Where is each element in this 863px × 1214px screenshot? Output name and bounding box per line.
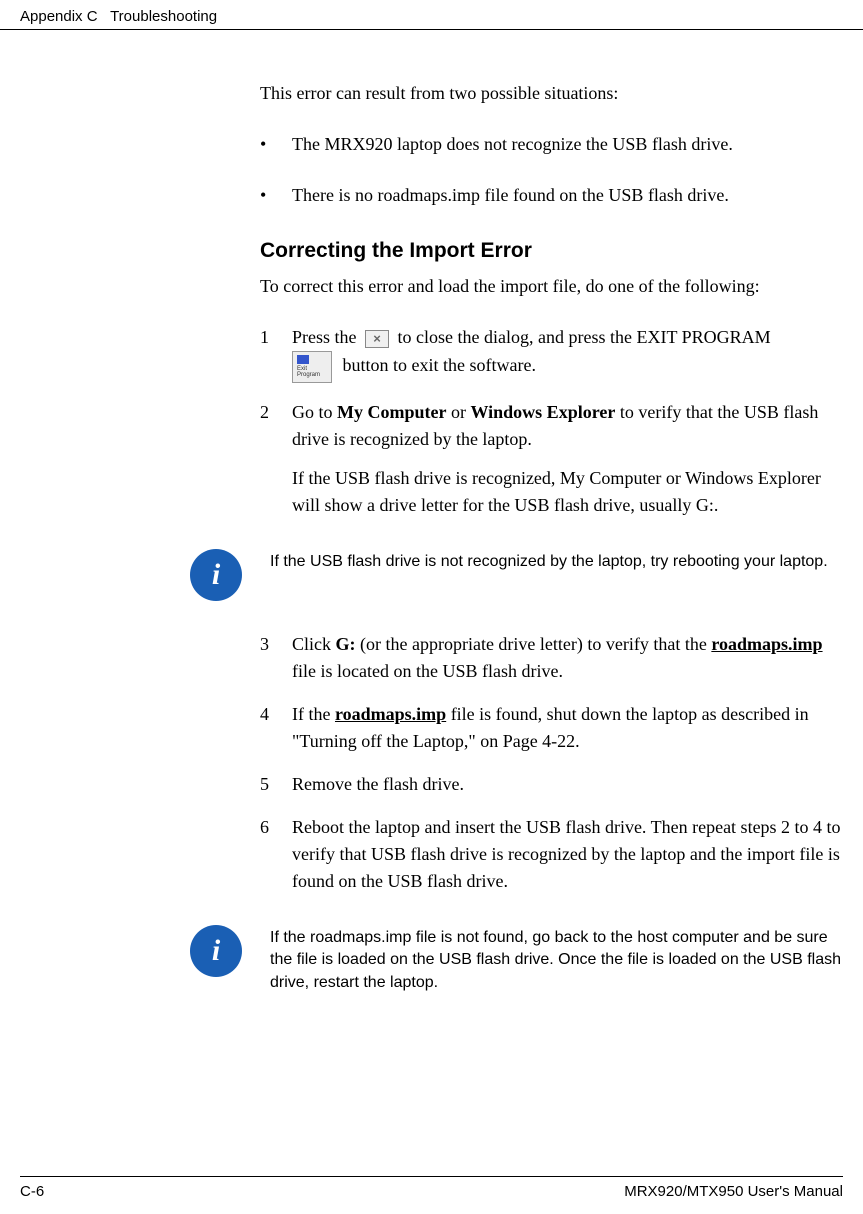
list-item: 2 Go to My Computer or Windows Explorer … (260, 399, 843, 519)
list-item: 5 Remove the flash drive. (260, 771, 843, 798)
bullet-text: The MRX920 laptop does not recognize the… (292, 131, 733, 158)
chapter-title: Troubleshooting (110, 8, 217, 25)
steps-list: 1 Press the × to close the dialog, and p… (260, 324, 843, 519)
bold-text: Windows Explorer (470, 402, 615, 422)
intro-paragraph: This error can result from two possible … (260, 80, 843, 107)
bold-text: G: (336, 634, 356, 654)
underline-text: roadmaps.imp (335, 704, 446, 724)
underline-text: roadmaps.imp (711, 634, 822, 654)
page-header: Appendix C Troubleshooting (0, 0, 863, 30)
step-number: 5 (260, 771, 292, 798)
info-text: If the roadmaps.imp file is not found, g… (270, 925, 843, 994)
list-item: 6 Reboot the laptop and insert the USB f… (260, 814, 843, 895)
list-item: 1 Press the × to close the dialog, and p… (260, 324, 843, 383)
section-intro: To correct this error and load the impor… (260, 273, 843, 300)
list-item: There is no roadmaps.imp file found on t… (260, 182, 843, 209)
step-number: 2 (260, 399, 292, 519)
page-content: This error can result from two possible … (0, 30, 863, 994)
step-text: or (446, 402, 470, 422)
info-note: i If the USB flash drive is not recogniz… (140, 549, 843, 601)
close-icon[interactable]: × (365, 330, 389, 348)
header-left: Appendix C Troubleshooting (20, 8, 217, 25)
step-body: Reboot the laptop and insert the USB fla… (292, 814, 843, 895)
step-body: If the roadmaps.imp file is found, shut … (292, 701, 843, 755)
step-body: Click G: (or the appropriate drive lette… (292, 631, 843, 685)
step-text: Click (292, 634, 336, 654)
step-number: 6 (260, 814, 292, 895)
steps-list-continued: 3 Click G: (or the appropriate drive let… (260, 631, 843, 895)
bold-text: My Computer (337, 402, 446, 422)
exit-program-label: EXIT PROGRAM (636, 327, 770, 347)
info-icon: i (190, 549, 242, 601)
bullet-text: There is no roadmaps.imp file found on t… (292, 182, 729, 209)
appendix-label: Appendix C (20, 8, 98, 25)
section-heading: Correcting the Import Error (260, 239, 843, 263)
list-item: The MRX920 laptop does not recognize the… (260, 131, 843, 158)
step-text: file is located on the USB flash drive. (292, 661, 563, 681)
step-number: 4 (260, 701, 292, 755)
exit-program-icon[interactable] (292, 351, 332, 383)
step-text: (or the appropriate drive letter) to ver… (356, 634, 712, 654)
info-text: If the USB flash drive is not recognized… (270, 549, 828, 573)
list-item: 3 Click G: (or the appropriate drive let… (260, 631, 843, 685)
step-text: Go to (292, 402, 337, 422)
list-item: 4 If the roadmaps.imp file is found, shu… (260, 701, 843, 755)
page-footer: C-6 MRX920/MTX950 User's Manual (20, 1176, 843, 1200)
manual-title: MRX920/MTX950 User's Manual (624, 1183, 843, 1200)
page-number: C-6 (20, 1183, 44, 1200)
step-body: Go to My Computer or Windows Explorer to… (292, 399, 843, 519)
step-text: Press the (292, 327, 357, 347)
step-body: Press the × to close the dialog, and pre… (292, 324, 843, 383)
step-number: 1 (260, 324, 292, 383)
step-text: to close the dialog, and press the (398, 327, 632, 347)
info-note: i If the roadmaps.imp file is not found,… (140, 925, 843, 994)
step-number: 3 (260, 631, 292, 685)
step-text: If the (292, 704, 335, 724)
step-continuation: If the USB flash drive is recognized, My… (292, 465, 843, 519)
step-text: button to exit the software. (343, 355, 536, 375)
step-body: Remove the flash drive. (292, 771, 843, 798)
info-icon: i (190, 925, 242, 977)
error-causes-list: The MRX920 laptop does not recognize the… (260, 131, 843, 209)
